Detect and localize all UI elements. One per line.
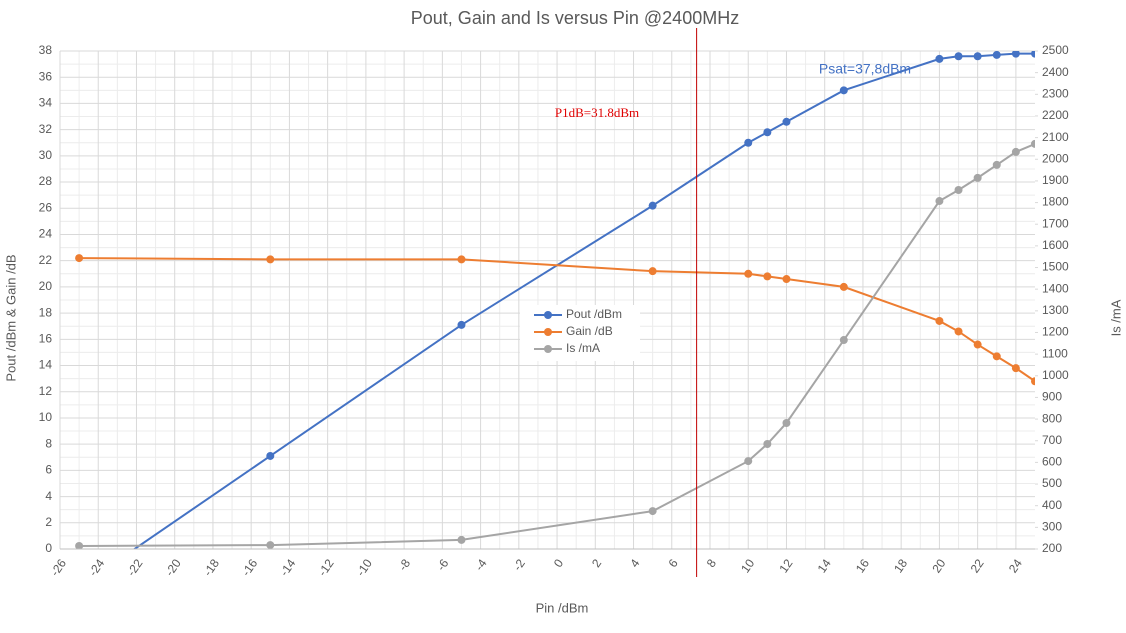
- y2-tick-label: 1700: [1042, 216, 1069, 230]
- data-point: [935, 197, 944, 206]
- y-tick-label: 26: [39, 200, 53, 214]
- y2-tick-label: 1600: [1042, 238, 1069, 252]
- y2-tick-label: 700: [1042, 433, 1062, 447]
- data-point: [744, 138, 753, 147]
- plot-area: [75, 51, 1035, 549]
- y-tick-label: 24: [39, 227, 53, 241]
- y2-tick-label: 200: [1042, 541, 1062, 555]
- y2-tick-label: 600: [1042, 455, 1062, 469]
- data-point: [954, 52, 963, 61]
- y-tick-label: 12: [39, 384, 53, 398]
- data-point: [782, 275, 791, 284]
- y-tick-label: 10: [39, 410, 53, 424]
- data-point: [648, 507, 657, 516]
- data-point: [1031, 139, 1035, 148]
- legend-marker: [544, 328, 552, 336]
- data-point: [457, 255, 466, 264]
- y-tick-label: 34: [39, 96, 53, 110]
- legend-marker: [544, 345, 552, 353]
- y2-tick-label: 1800: [1042, 195, 1069, 209]
- data-point: [935, 316, 944, 325]
- data-point: [75, 254, 84, 263]
- y2-tick-label: 1500: [1042, 260, 1069, 274]
- y-tick-label: 36: [39, 69, 53, 83]
- y-tick-label: 2: [45, 515, 52, 529]
- data-point: [1011, 51, 1020, 58]
- y2-tick-label: 2000: [1042, 151, 1069, 165]
- y2-tick-label: 1000: [1042, 368, 1069, 382]
- data-point: [992, 352, 1001, 361]
- data-point: [744, 457, 753, 466]
- data-point: [1011, 147, 1020, 156]
- y-tick-label: 32: [39, 122, 53, 136]
- y2-tick-label: 1400: [1042, 281, 1069, 295]
- legend-label: Pout /dBm: [566, 307, 622, 321]
- y2-tick-label: 300: [1042, 520, 1062, 534]
- legend-label: Is /mA: [566, 341, 600, 355]
- y-tick-label: 30: [39, 148, 53, 162]
- legend-label: Gain /dB: [566, 324, 613, 338]
- data-point: [992, 51, 1001, 59]
- y2-tick-label: 2300: [1042, 86, 1069, 100]
- data-point: [266, 255, 275, 264]
- data-point: [973, 340, 982, 349]
- annotation: Psat=37,8dBm: [819, 61, 911, 77]
- data-point: [954, 327, 963, 336]
- y2-axis-label: Is /mA: [1108, 299, 1123, 336]
- data-point: [763, 439, 772, 448]
- data-point: [1031, 51, 1035, 58]
- y-tick-label: 22: [39, 253, 53, 267]
- y-tick-label: 38: [39, 43, 53, 57]
- y2-tick-label: 800: [1042, 411, 1062, 425]
- data-point: [763, 128, 772, 137]
- y-tick-label: 14: [39, 358, 53, 372]
- data-point: [457, 320, 466, 329]
- data-point: [839, 282, 848, 291]
- y-tick-label: 8: [45, 436, 52, 450]
- chart-title: Pout, Gain and Is versus Pin @2400MHz: [411, 8, 739, 28]
- y2-tick-label: 2100: [1042, 130, 1069, 144]
- y-tick-label: 28: [39, 174, 53, 188]
- data-point: [763, 272, 772, 281]
- data-point: [1011, 364, 1020, 373]
- data-point: [648, 267, 657, 276]
- y2-tick-label: 1200: [1042, 325, 1069, 339]
- y2-tick-label: 2400: [1042, 65, 1069, 79]
- y2-tick-label: 400: [1042, 498, 1062, 512]
- data-point: [839, 336, 848, 345]
- y-tick-label: 18: [39, 305, 53, 319]
- y-tick-label: 6: [45, 463, 52, 477]
- data-point: [1031, 377, 1035, 386]
- data-point: [935, 54, 944, 63]
- y-tick-label: 0: [45, 541, 52, 555]
- y2-tick-label: 2200: [1042, 108, 1069, 122]
- y-tick-label: 4: [45, 489, 52, 503]
- y2-tick-label: 2500: [1042, 43, 1069, 57]
- x-axis-label: Pin /dBm: [536, 600, 589, 615]
- y2-tick-label: 900: [1042, 390, 1062, 404]
- data-point: [839, 86, 848, 95]
- data-point: [75, 541, 84, 549]
- data-point: [648, 201, 657, 210]
- data-point: [782, 117, 791, 126]
- data-point: [266, 541, 275, 549]
- data-point: [992, 160, 1001, 169]
- y2-tick-label: 500: [1042, 476, 1062, 490]
- y2-tick-label: 1900: [1042, 173, 1069, 187]
- data-point: [744, 269, 753, 278]
- data-point: [973, 52, 982, 61]
- data-point: [973, 173, 982, 182]
- y-axis-label: Pout /dBm & Gain /dB: [3, 254, 18, 381]
- data-point: [266, 451, 275, 460]
- annotation: P1dB=31.8dBm: [555, 105, 639, 120]
- data-point: [457, 535, 466, 544]
- y-tick-label: 20: [39, 279, 53, 293]
- y-tick-label: 16: [39, 331, 53, 345]
- y2-tick-label: 1100: [1042, 346, 1068, 360]
- y2-tick-label: 1300: [1042, 303, 1069, 317]
- data-point: [954, 186, 963, 195]
- data-point: [782, 418, 791, 427]
- legend-marker: [544, 311, 552, 319]
